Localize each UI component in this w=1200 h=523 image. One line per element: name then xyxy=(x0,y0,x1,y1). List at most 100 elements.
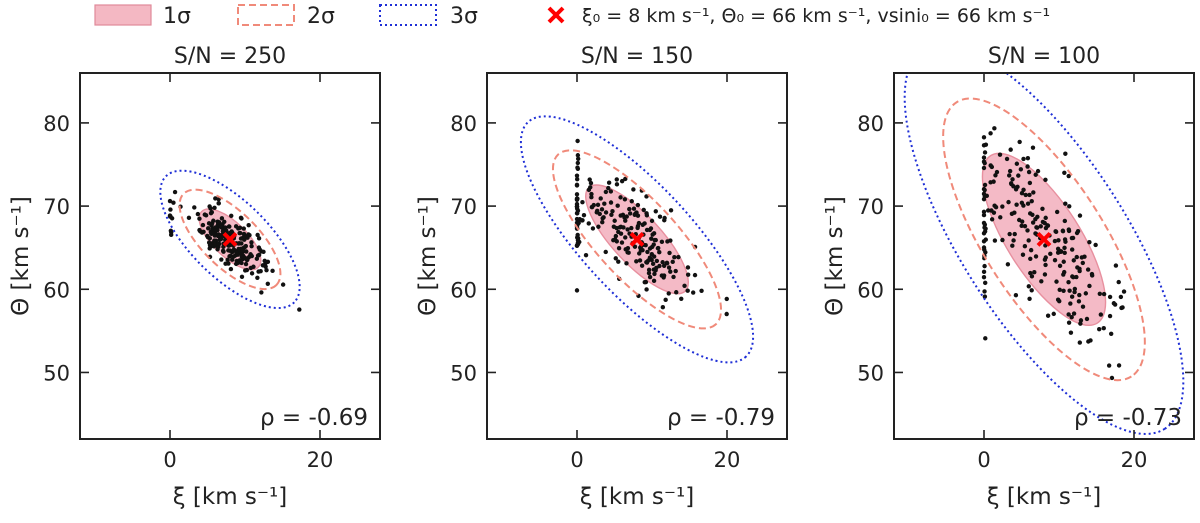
data-point xyxy=(650,261,656,267)
data-point xyxy=(1026,284,1032,289)
data-point xyxy=(594,210,599,215)
data-point xyxy=(649,257,654,263)
data-point xyxy=(213,227,219,233)
data-point xyxy=(1009,211,1015,216)
data-point xyxy=(589,204,595,210)
data-point xyxy=(239,260,244,266)
data-point xyxy=(580,200,585,205)
data-point xyxy=(1016,173,1021,178)
data-point xyxy=(1048,251,1053,257)
y-tick-label: 60 xyxy=(450,278,477,302)
data-point xyxy=(598,196,603,201)
data-point xyxy=(581,212,587,218)
data-point xyxy=(1043,215,1048,221)
data-point xyxy=(637,258,643,263)
sigma2-ellipse xyxy=(178,188,282,291)
data-point xyxy=(1085,267,1091,272)
data-point xyxy=(1010,177,1015,182)
data-point xyxy=(646,267,652,273)
data-point xyxy=(982,182,988,188)
data-point xyxy=(649,218,655,224)
data-point xyxy=(724,296,729,302)
data-point xyxy=(575,153,581,158)
data-point xyxy=(981,274,987,280)
data-point xyxy=(1097,291,1103,296)
data-point xyxy=(240,247,245,253)
data-point xyxy=(171,200,176,205)
data-point xyxy=(244,257,250,263)
data-point xyxy=(621,225,626,230)
data-point xyxy=(603,189,609,195)
data-point xyxy=(256,252,262,258)
data-point xyxy=(653,237,658,243)
data-point xyxy=(229,213,234,218)
data-point xyxy=(981,220,987,226)
data-point xyxy=(1063,201,1068,206)
data-point xyxy=(1008,181,1014,186)
data-point xyxy=(1080,304,1086,309)
data-point xyxy=(213,241,218,247)
data-point xyxy=(1119,305,1124,311)
data-point xyxy=(1069,247,1075,252)
data-point xyxy=(1020,252,1026,257)
data-point xyxy=(618,195,623,200)
data-point xyxy=(1022,243,1028,249)
data-point xyxy=(1028,256,1033,261)
data-point xyxy=(1045,313,1051,318)
data-point xyxy=(1116,279,1121,285)
plot-area xyxy=(159,169,302,312)
data-point xyxy=(595,202,601,208)
data-point xyxy=(1021,187,1026,193)
data-point xyxy=(1078,321,1083,326)
legend-swatch-3sigma xyxy=(379,4,437,26)
data-point xyxy=(1007,168,1013,174)
data-point xyxy=(1076,299,1082,304)
data-point xyxy=(648,226,654,231)
data-point xyxy=(1027,180,1033,186)
y-tick-label: 70 xyxy=(857,195,884,219)
data-point xyxy=(1033,172,1038,177)
data-point xyxy=(1084,316,1090,322)
sigma3-ellipse xyxy=(159,169,301,310)
data-point xyxy=(1068,301,1073,306)
data-point xyxy=(982,294,988,299)
data-point xyxy=(659,239,665,245)
data-point xyxy=(667,250,672,256)
data-point xyxy=(222,219,227,225)
data-point xyxy=(666,291,671,296)
data-point xyxy=(574,204,580,209)
data-point xyxy=(983,226,988,231)
data-point xyxy=(638,248,644,253)
data-point xyxy=(599,207,605,212)
data-point xyxy=(602,201,607,206)
data-point xyxy=(609,212,614,217)
data-point xyxy=(575,208,581,213)
data-point xyxy=(653,209,658,214)
data-point xyxy=(1006,199,1011,205)
data-point xyxy=(1043,255,1048,260)
data-point xyxy=(167,198,173,204)
data-point xyxy=(1062,237,1068,242)
data-point xyxy=(676,254,681,260)
data-point xyxy=(242,244,248,250)
data-point xyxy=(982,289,987,294)
data-point xyxy=(1068,330,1074,335)
x-tick-label: 0 xyxy=(570,448,583,472)
data-point xyxy=(260,263,266,268)
data-point xyxy=(168,214,173,219)
data-point xyxy=(1077,292,1082,298)
data-point xyxy=(646,258,651,263)
data-point xyxy=(606,185,611,191)
data-point xyxy=(574,182,580,188)
data-point xyxy=(1078,318,1084,323)
data-point xyxy=(297,307,302,312)
data-point xyxy=(629,199,634,204)
data-point xyxy=(251,264,256,269)
y-tick-label: 50 xyxy=(43,361,70,385)
data-point xyxy=(616,259,621,264)
data-point xyxy=(590,226,596,231)
data-point xyxy=(237,225,243,231)
data-point xyxy=(623,176,628,182)
data-point xyxy=(1053,229,1058,234)
data-point xyxy=(619,240,625,245)
